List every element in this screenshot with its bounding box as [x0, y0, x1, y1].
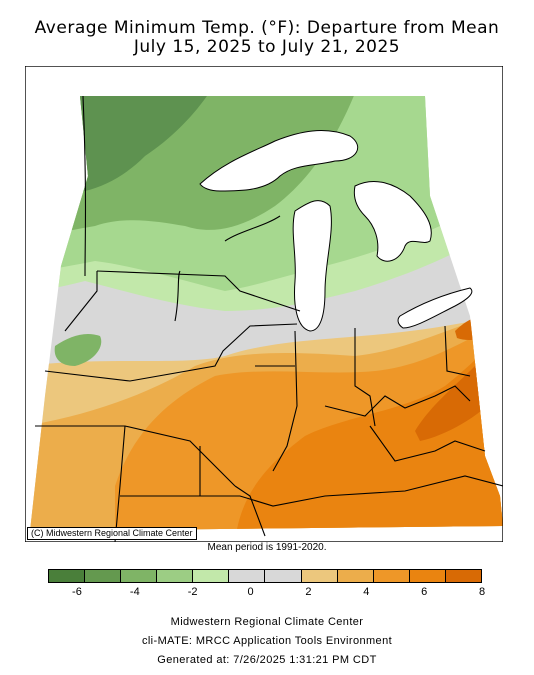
footer-generated: Generated at: 7/26/2025 1:31:21 PM CDT — [157, 654, 377, 666]
lake-superior — [199, 130, 359, 192]
legend-swatch — [337, 570, 374, 582]
map-title: Average Minimum Temp. (°F): Departure fr… — [34, 18, 500, 38]
legend-tick-label: 2 — [305, 586, 312, 598]
legend-swatch — [265, 570, 302, 582]
legend-tick-label: 6 — [421, 586, 428, 598]
legend-tick-label: 0 — [247, 586, 254, 598]
footer-org: Midwestern Regional Climate Center — [170, 616, 364, 628]
lake-huron — [353, 181, 432, 262]
legend-swatch — [301, 570, 338, 582]
footer-app: cli-MATE: MRCC Application Tools Environ… — [141, 635, 393, 647]
legend-tick-label: -6 — [72, 586, 82, 598]
lake-erie — [397, 287, 473, 329]
state-borders — [35, 95, 503, 542]
map-date-range: July 15, 2025 to July 21, 2025 — [133, 37, 401, 57]
legend-swatch — [193, 570, 230, 582]
legend-tick-label: -4 — [129, 586, 140, 598]
legend-swatch — [445, 570, 481, 582]
copyright-credit: (C) Midwestern Regional Climate Center — [27, 527, 197, 540]
legend-swatch — [121, 570, 158, 582]
legend-ticks: -6 -4 -2 0 2 4 6 8 — [0, 586, 534, 600]
legend-swatch — [229, 570, 266, 582]
departure-map — [25, 66, 503, 542]
legend-tick-label: -2 — [187, 586, 198, 598]
legend-swatch — [49, 570, 86, 582]
legend-swatch — [157, 570, 194, 582]
legend-swatch — [409, 570, 446, 582]
legend-swatch — [85, 570, 122, 582]
lake-michigan — [292, 200, 332, 332]
legend-tick-label: 4 — [363, 586, 370, 598]
legend-swatch — [373, 570, 410, 582]
legend-tick-label: 8 — [478, 586, 486, 598]
color-legend — [48, 569, 482, 583]
great-lakes — [199, 130, 473, 332]
mean-period-note: Mean period is 1991-2020. — [207, 542, 327, 553]
